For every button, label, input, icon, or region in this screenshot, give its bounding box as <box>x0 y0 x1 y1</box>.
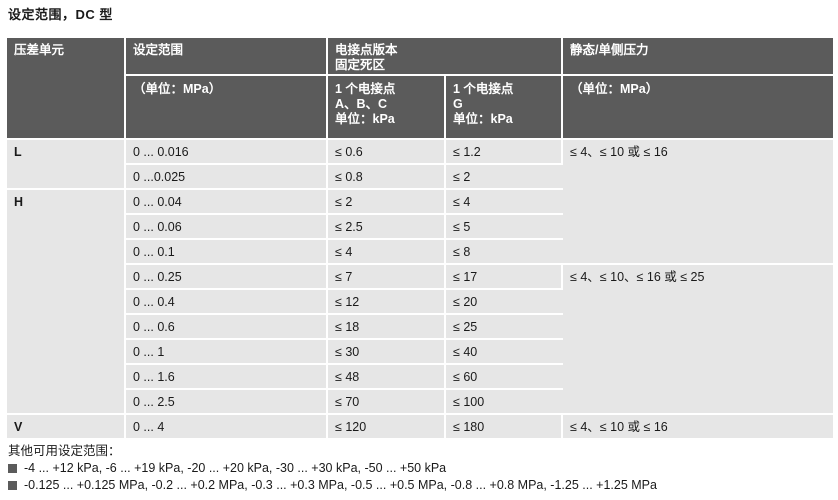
subheader-abc-line1: 1 个电接点 <box>335 82 396 96</box>
group-label-l: L <box>7 140 126 190</box>
header-pressure-unit: 压差单元 <box>7 38 126 140</box>
table-row: 0 ... 0.4 ≤ 12 ≤ 20 <box>7 290 833 315</box>
table-row: 0 ... 0.25 ≤ 7 ≤ 17 ≤ 4、≤ 10、≤ 16 或 ≤ 25 <box>7 265 834 415</box>
cell-g: ≤ 2 <box>446 165 564 190</box>
cell-static-1: ≤ 4、≤ 10 或 ≤ 16 <box>563 140 834 265</box>
cell-g: ≤ 5 <box>446 215 564 240</box>
cell-abc: ≤ 7 <box>328 265 446 290</box>
table-row: 0 ... 1.6 ≤ 48 ≤ 60 <box>7 365 833 390</box>
subheader-g-line3: 单位：kPa <box>453 112 513 126</box>
note-text: -4 ... +12 kPa, -6 ... +19 kPa, -20 ... … <box>24 461 447 475</box>
table-row: 0 ... 2.5 ≤ 70 ≤ 100 <box>7 390 833 415</box>
cell-g: ≤ 4 <box>446 190 564 215</box>
cell-abc: ≤ 12 <box>328 290 446 315</box>
subheader-g-line2: G <box>453 97 463 111</box>
setting-range-table: 压差单元 设定范围 电接点版本 固定死区 静态/单侧压力 （单位：MPa） 1 … <box>7 38 834 440</box>
cell-range: 0 ... 0.06 <box>126 215 328 240</box>
cell-abc: ≤ 18 <box>328 315 446 340</box>
cell-range: 0 ... 0.04 <box>126 190 328 215</box>
cell-range: 0 ... 0.016 <box>126 140 328 165</box>
subheader-contact-g: 1 个电接点 G 单位：kPa <box>446 76 564 140</box>
cell-abc: ≤ 48 <box>328 365 446 390</box>
cell-abc: ≤ 0.8 <box>328 165 446 190</box>
table-row: 0 ... 1 ≤ 30 ≤ 40 <box>7 340 833 365</box>
cell-abc: ≤ 120 <box>328 415 446 440</box>
cell-g: ≤ 20 <box>446 290 564 315</box>
header-contact-version-line1: 电接点版本 <box>335 43 398 57</box>
note-text: -0.125 ... +0.125 MPa, -0.2 ... +0.2 MPa… <box>24 478 657 492</box>
table-header-row: 压差单元 设定范围 电接点版本 固定死区 静态/单侧压力 <box>7 38 834 140</box>
square-bullet-icon <box>8 481 17 490</box>
cell-abc: ≤ 2 <box>328 190 446 215</box>
header-contact-version: 电接点版本 固定死区 <box>328 38 564 76</box>
notes-heading: 其他可用设定范围： <box>8 444 121 458</box>
subheader-range-unit: （单位：MPa） <box>126 76 328 140</box>
table-subheader-row: （单位：MPa） 1 个电接点 A、B、C 单位：kPa 1 个电接点 G 单位… <box>7 76 834 140</box>
subheader-abc-line2: A、B、C <box>335 97 388 111</box>
cell-g: ≤ 100 <box>446 390 564 415</box>
table-row: L 0 ... 0.016 ≤ 0.6 ≤ 1.2 ≤ 4、≤ 10 或 ≤ 1… <box>7 140 834 265</box>
cell-range: 0 ... 0.4 <box>126 290 328 315</box>
section-title: 设定范围，DC 型 <box>8 7 113 22</box>
cell-range: 0 ... 1.6 <box>126 365 328 390</box>
cell-g: ≤ 1.2 <box>446 140 564 165</box>
note-item: -0.125 ... +0.125 MPa, -0.2 ... +0.2 MPa… <box>8 477 657 494</box>
table-row: 0 ...0.025 ≤ 0.8 ≤ 2 <box>7 165 833 190</box>
header-contact-version-line2: 固定死区 <box>335 58 386 72</box>
cell-range: 0 ... 1 <box>126 340 328 365</box>
cell-g: ≤ 180 <box>446 415 564 440</box>
group-label-v: V <box>7 415 126 440</box>
table-row: V 0 ... 4 ≤ 120 ≤ 180 ≤ 4、≤ 10 或 ≤ 16 <box>7 415 834 440</box>
table-row: 0 ... 0.6 ≤ 18 ≤ 25 <box>7 315 833 340</box>
table-row: 0 ... 0.1 ≤ 4 ≤ 8 <box>7 240 833 265</box>
subheader-g-line1: 1 个电接点 <box>453 82 514 96</box>
cell-abc: ≤ 0.6 <box>328 140 446 165</box>
cell-g: ≤ 25 <box>446 315 564 340</box>
cell-g: ≤ 60 <box>446 365 564 390</box>
cell-abc: ≤ 70 <box>328 390 446 415</box>
header-static-pressure: 静态/单侧压力 <box>563 38 834 76</box>
cell-static-3: ≤ 4、≤ 10 或 ≤ 16 <box>563 415 834 440</box>
cell-range: 0 ... 2.5 <box>126 390 328 415</box>
square-bullet-icon <box>8 464 17 473</box>
cell-range: 0 ... 4 <box>126 415 328 440</box>
note-item: -4 ... +12 kPa, -6 ... +19 kPa, -20 ... … <box>8 460 657 477</box>
header-setting-range: 设定范围 <box>126 38 328 76</box>
notes-section: 其他可用设定范围： -4 ... +12 kPa, -6 ... +19 kPa… <box>8 443 657 494</box>
cell-g: ≤ 8 <box>446 240 564 265</box>
group-label-h: H <box>7 190 126 415</box>
cell-range: 0 ...0.025 <box>126 165 328 190</box>
subheader-static-unit: （单位：MPa） <box>563 76 834 140</box>
subheader-contact-abc: 1 个电接点 A、B、C 单位：kPa <box>328 76 446 140</box>
cell-static-2: ≤ 4、≤ 10、≤ 16 或 ≤ 25 <box>563 265 834 415</box>
cell-abc: ≤ 4 <box>328 240 446 265</box>
cell-range: 0 ... 0.1 <box>126 240 328 265</box>
cell-g: ≤ 17 <box>446 265 564 290</box>
table-row: H 0 ... 0.04 ≤ 2 ≤ 4 <box>7 190 833 415</box>
cell-abc: ≤ 2.5 <box>328 215 446 240</box>
cell-abc: ≤ 30 <box>328 340 446 365</box>
subheader-abc-line3: 单位：kPa <box>335 112 395 126</box>
cell-range: 0 ... 0.25 <box>126 265 328 290</box>
table-row: 0 ... 0.06 ≤ 2.5 ≤ 5 <box>7 215 833 240</box>
cell-g: ≤ 40 <box>446 340 564 365</box>
cell-range: 0 ... 0.6 <box>126 315 328 340</box>
